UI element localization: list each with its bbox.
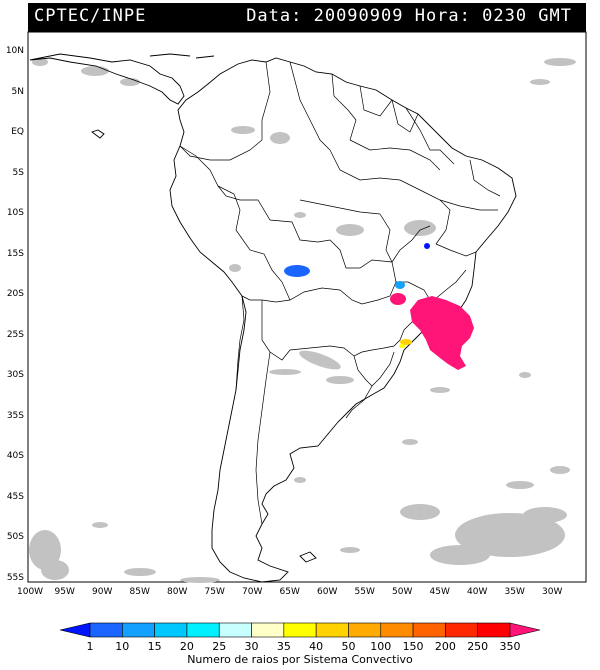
lat-label: 5S xyxy=(12,167,24,178)
lon-label: 50W xyxy=(392,587,413,597)
lon-label: 30W xyxy=(542,587,563,597)
title-source: CPTEC/INPE xyxy=(34,6,147,26)
lon-label: 90W xyxy=(92,587,113,597)
legend-tick-label: 200 xyxy=(434,640,456,653)
convective-system xyxy=(424,243,430,249)
convective-system xyxy=(390,293,406,305)
lat-label: 35S xyxy=(6,410,24,421)
lat-label: 10S xyxy=(6,208,24,218)
legend-colorbar xyxy=(59,622,541,638)
legend-swatch xyxy=(122,622,155,638)
legend-swatch xyxy=(509,622,541,638)
legend-swatch xyxy=(477,622,511,638)
lon-label: 60W xyxy=(317,587,338,597)
convective-system xyxy=(410,296,474,370)
lat-label: 10N xyxy=(5,46,24,56)
legend-swatch xyxy=(89,622,123,638)
lon-label: 55W xyxy=(354,587,375,597)
legend-swatch xyxy=(412,622,446,638)
lat-label: 15S xyxy=(6,248,24,259)
lon-label: 65W xyxy=(279,587,300,597)
lat-label: 45S xyxy=(6,491,24,502)
lon-label: 100W xyxy=(17,587,44,597)
lat-label: 50S xyxy=(6,532,24,542)
legend-swatch xyxy=(251,622,285,638)
legend-tick-label: 30 xyxy=(244,640,259,653)
lon-label: 35W xyxy=(504,587,525,597)
legend-tick-label: 250 xyxy=(467,640,489,653)
convective-system xyxy=(399,344,405,348)
lon-label: 80W xyxy=(167,587,188,597)
legend-tick-label: 50 xyxy=(341,640,356,653)
convective-system xyxy=(284,265,310,277)
lat-label: EQ xyxy=(11,127,24,137)
lon-label: 75W xyxy=(204,587,225,597)
legend-swatch xyxy=(218,622,252,638)
legend-tick-label: 100 xyxy=(370,640,392,653)
legend-tick-label: 15 xyxy=(147,640,162,653)
legend-swatch xyxy=(315,622,349,638)
lon-label: 95W xyxy=(54,587,75,597)
legend-tick-label: 350 xyxy=(499,640,521,653)
legend-swatch xyxy=(186,622,220,638)
convective-system xyxy=(395,281,405,289)
lat-label: 55S xyxy=(6,572,24,583)
legend-swatch xyxy=(59,622,91,638)
legend-tick-label: 40 xyxy=(309,640,324,653)
lat-label: 20S xyxy=(6,289,24,299)
country-borders xyxy=(179,61,501,525)
legend-swatch xyxy=(380,622,414,638)
lon-label: 40W xyxy=(467,587,488,597)
legend-tick-label: 20 xyxy=(179,640,194,653)
lat-label: 25S xyxy=(6,329,24,340)
legend-tick-label: 25 xyxy=(212,640,227,653)
legend-swatch xyxy=(445,622,478,638)
legend-swatch xyxy=(154,622,188,638)
legend-tick-label: 150 xyxy=(402,640,424,653)
lon-label: 85W xyxy=(129,587,150,597)
lon-label: 70W xyxy=(242,587,263,597)
lat-label: 30S xyxy=(6,370,24,380)
convective-system xyxy=(400,339,412,345)
cloud-imagery xyxy=(29,58,576,583)
title-datetime: Data: 20090909 Hora: 0230 GMT xyxy=(246,6,572,26)
legend-tick-label: 10 xyxy=(115,640,130,653)
lon-label: 45W xyxy=(429,587,450,597)
map-title-bar: CPTEC/INPE Data: 20090909 Hora: 0230 GMT xyxy=(28,3,586,32)
legend-swatch xyxy=(283,622,317,638)
legend-swatch xyxy=(348,622,382,638)
convective-systems xyxy=(284,243,474,370)
legend-caption: Numero de raios por Sistema Convectivo xyxy=(187,653,413,666)
lat-label: 5N xyxy=(11,86,24,97)
coastlines xyxy=(29,53,517,583)
legend-tick-label: 1 xyxy=(86,640,94,653)
legend-tick-label: 35 xyxy=(276,640,291,653)
lat-label: 40S xyxy=(6,451,24,461)
